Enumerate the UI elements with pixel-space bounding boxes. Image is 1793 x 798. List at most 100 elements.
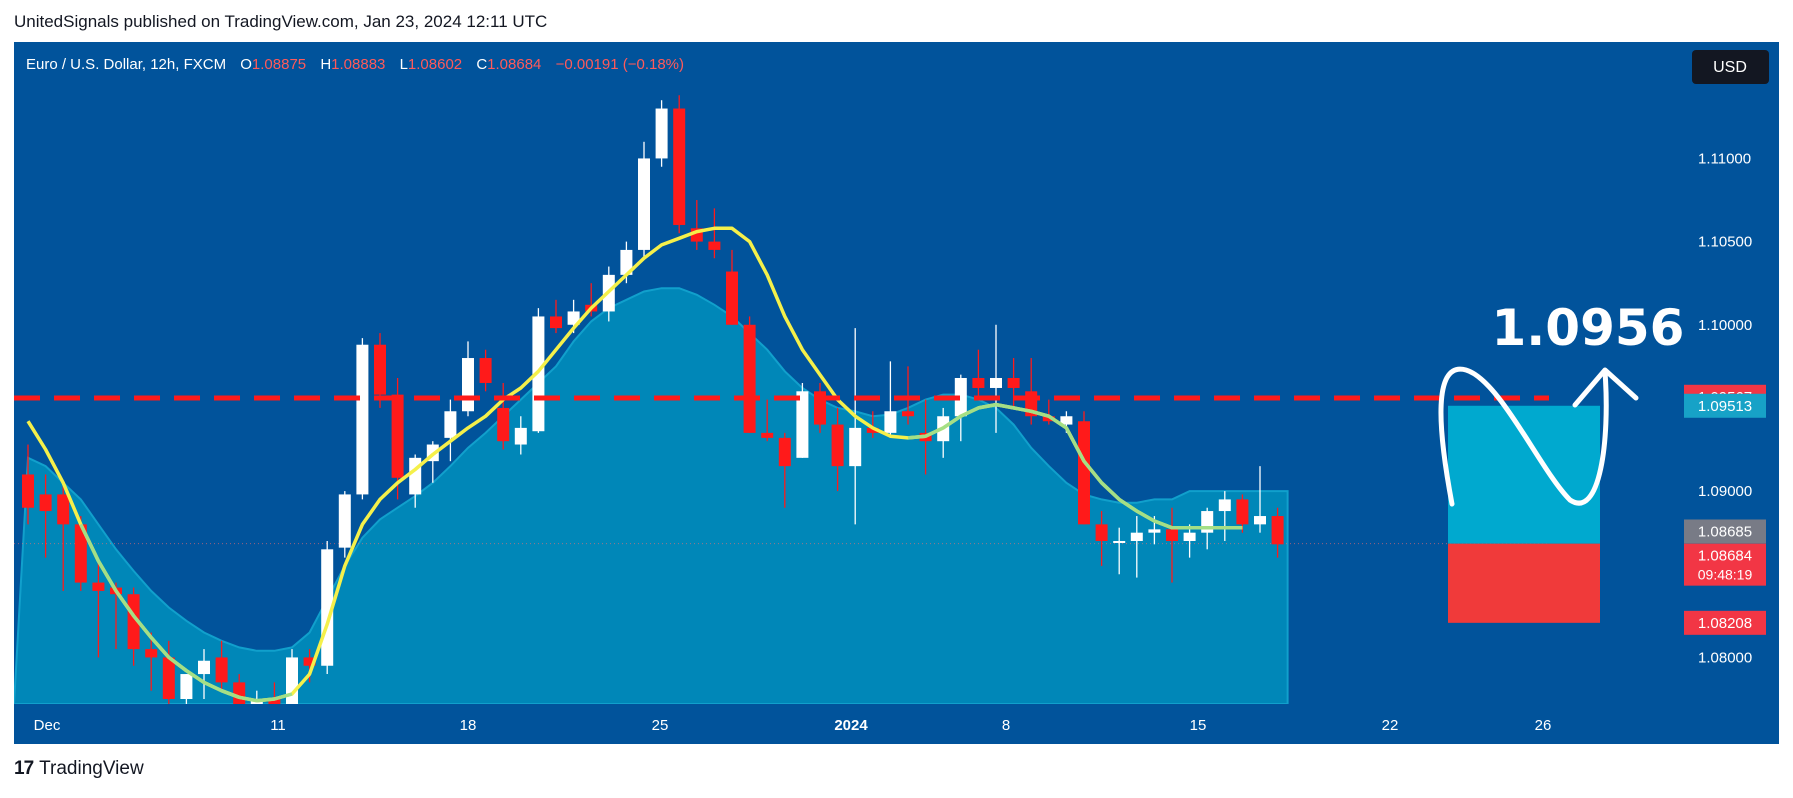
legend-h-label: H: [320, 56, 331, 73]
candle-body: [162, 657, 175, 700]
candle-body: [550, 316, 562, 329]
legend-l-label: L: [400, 56, 408, 73]
candle-body: [268, 699, 281, 704]
plot-area[interactable]: [14, 95, 1549, 720]
legend-h-value: 1.08883: [331, 56, 385, 73]
candle: [268, 682, 281, 704]
currency-button[interactable]: USD: [1692, 50, 1769, 84]
price-label-value: 1.08685: [1698, 523, 1752, 540]
candle: [1130, 516, 1143, 578]
candle: [743, 316, 756, 433]
price-label: 1.09513: [1684, 393, 1766, 418]
candle-body: [866, 427, 879, 433]
candle: [1218, 491, 1231, 541]
candle-body: [1166, 529, 1178, 541]
candle-body: [655, 108, 668, 159]
currency-label: USD: [1713, 59, 1747, 76]
candle: [708, 208, 721, 259]
candle: [778, 432, 791, 508]
candle: [1183, 524, 1196, 558]
candle: [884, 361, 897, 438]
x-tick-label: 25: [652, 717, 669, 734]
candle-body: [444, 411, 457, 438]
candle-body: [1060, 416, 1073, 425]
candle: [673, 95, 686, 234]
candle: [990, 324, 1002, 433]
candle-body: [884, 411, 897, 433]
candle-body: [972, 377, 985, 388]
candle: [1271, 507, 1284, 558]
candle: [1042, 399, 1055, 425]
legend-change: −0.00191 (−0.18%): [556, 56, 684, 73]
candle: [1095, 511, 1108, 566]
candle: [479, 349, 492, 392]
candle: [831, 407, 844, 492]
candle: [638, 141, 650, 259]
ema-fast-line-overlap-left: [79, 523, 293, 703]
candle: [444, 399, 457, 462]
target-annotation: 1.0956: [1492, 299, 1685, 357]
candle-body: [1042, 416, 1055, 422]
candle-body: [620, 249, 633, 275]
candle-body: [849, 427, 862, 467]
candle: [39, 474, 52, 558]
price-label-bg: [1684, 543, 1766, 586]
candle: [655, 100, 668, 167]
candle-body: [902, 411, 914, 417]
x-tick-label: 15: [1190, 717, 1207, 734]
candle-body: [1254, 516, 1266, 525]
candle-body: [1183, 532, 1196, 541]
publisher-info: UnitedSignals published on TradingView.c…: [14, 12, 548, 31]
candle-body: [743, 324, 756, 433]
candle-body: [198, 660, 210, 675]
candle-body: [497, 407, 510, 442]
candle-body: [708, 241, 721, 250]
candle-body: [356, 344, 369, 495]
candle-body: [1095, 524, 1108, 541]
candle: [74, 516, 87, 591]
projection-wave: [1438, 366, 1609, 507]
x-tick-label: 18: [460, 717, 477, 734]
candle-body: [286, 657, 298, 704]
y-tick-label: 1.10000: [1698, 317, 1752, 334]
candle-body: [1271, 516, 1284, 545]
candle-body: [92, 582, 105, 591]
candle: [761, 399, 774, 442]
candle-body: [990, 377, 1002, 388]
candle-body: [303, 657, 316, 666]
candle: [162, 640, 175, 704]
candle-body: [778, 437, 791, 467]
candle-body: [1218, 499, 1231, 512]
candle-body: [1148, 529, 1161, 533]
candle: [180, 674, 193, 704]
candle: [1078, 411, 1090, 525]
price-label-countdown: 09:48:19: [1698, 567, 1753, 583]
candle: [514, 416, 527, 455]
candle: [145, 632, 158, 691]
candle: [849, 328, 862, 525]
price-label-value: 1.08684: [1698, 548, 1752, 565]
price-label: 1.08208: [1684, 610, 1766, 635]
candle-body: [22, 474, 34, 508]
candle-body: [726, 271, 738, 325]
candle-body: [1130, 532, 1143, 541]
price-label-bg: [1684, 610, 1766, 635]
candle: [303, 649, 316, 683]
candle-body: [127, 594, 140, 650]
candle-body: [391, 394, 404, 478]
candle: [954, 374, 967, 442]
price-label-value: 1.08208: [1698, 615, 1752, 632]
candle-body: [39, 494, 52, 512]
candle: [972, 349, 985, 400]
x-tick-label: 26: [1535, 717, 1552, 734]
candle-body: [338, 494, 351, 548]
legend-c-value: 1.08684: [487, 56, 541, 73]
price-labels: 1.095671.095131.086851.0868409:48:191.08…: [1684, 384, 1766, 635]
x-tick-label: 22: [1382, 717, 1399, 734]
tradingview-logo[interactable]: 17 TradingView: [14, 758, 144, 780]
chart-legend: Euro / U.S. Dollar, 12h, FXCM O1.08875 H…: [26, 56, 684, 73]
candle-body: [831, 424, 844, 467]
y-tick-label: 1.10500: [1698, 234, 1752, 251]
svg-text:Euro / U.S. Dollar, 12h, FXCM: Euro / U.S. Dollar, 12h, FXCM O1.08875 H…: [26, 56, 684, 73]
